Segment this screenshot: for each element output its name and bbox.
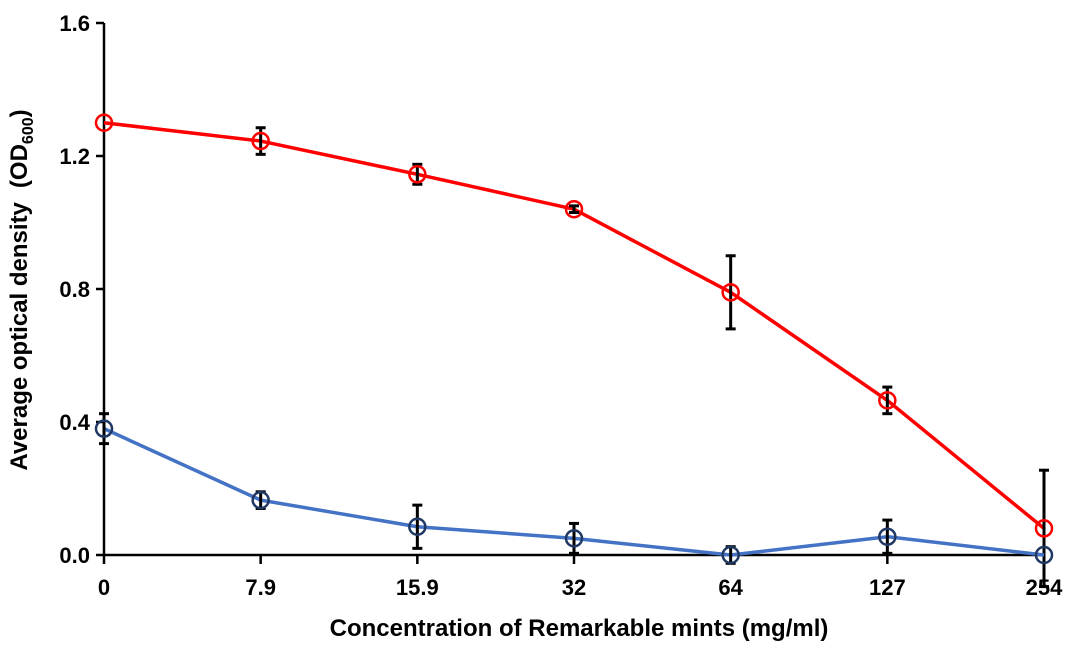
data-point <box>251 131 270 151</box>
data-point <box>878 527 897 546</box>
axes: 0.00.40.81.21.607.915.93264127254 <box>59 11 1063 600</box>
data-point <box>251 490 270 510</box>
y-tick-label: 1.2 <box>59 144 90 169</box>
x-tick-label: 127 <box>869 575 906 600</box>
y-tick-label: 1.6 <box>59 11 90 36</box>
data-point <box>408 517 427 536</box>
data-point <box>878 391 897 410</box>
data-point <box>94 113 114 132</box>
x-tick-label: 7.9 <box>245 575 276 600</box>
series-layer <box>94 113 1054 589</box>
y-tick-label: 0.4 <box>59 410 90 435</box>
data-point <box>1034 545 1054 565</box>
y-tick-label: 0.8 <box>59 277 90 302</box>
x-tick-label: 0 <box>98 575 110 600</box>
y-tick-label: 0.0 <box>59 543 90 568</box>
y-axis-title: Average optical density (OD600) <box>6 109 37 470</box>
labels-layer: Concentration of Remarkable mints (mg/ml… <box>6 109 828 642</box>
y-axis-title-unit: (OD <box>6 144 33 188</box>
series-0 <box>94 113 1054 589</box>
y-axis-title-main: Average optical density <box>6 201 33 470</box>
series-line <box>103 121 1046 530</box>
x-axis-title: Concentration of Remarkable mints (mg/ml… <box>330 615 829 642</box>
y-axis-title-close: ) <box>6 109 33 117</box>
data-point <box>94 419 114 438</box>
x-tick-label: 32 <box>562 575 586 600</box>
x-tick-label: 15.9 <box>396 575 439 600</box>
data-point <box>1034 519 1054 538</box>
data-point <box>721 545 740 565</box>
data-point <box>564 529 584 548</box>
data-point <box>408 165 427 184</box>
data-point <box>721 283 740 302</box>
series-1 <box>94 412 1054 565</box>
x-tick-label: 64 <box>718 575 743 600</box>
data-point <box>564 199 584 219</box>
y-axis-title-subscript: 600 <box>20 117 37 144</box>
